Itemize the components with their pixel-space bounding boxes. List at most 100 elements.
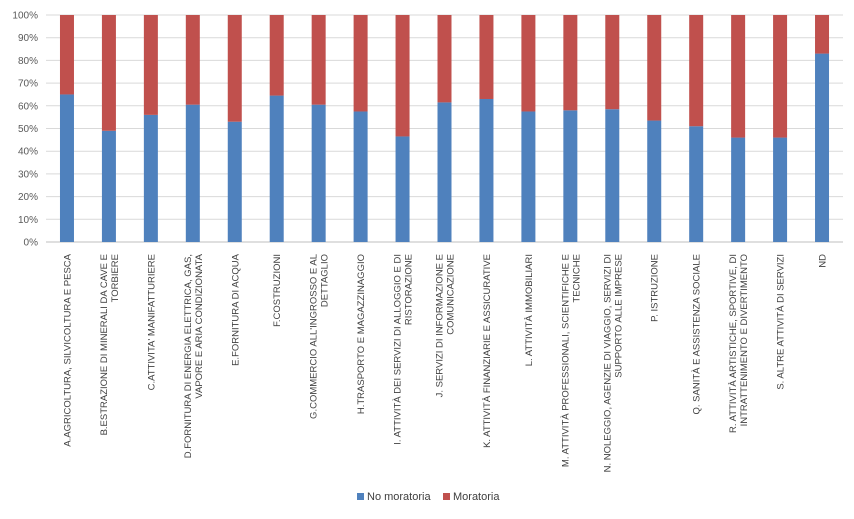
bar-moratoria xyxy=(395,15,410,137)
x-tick-label-line: E.FORNITURA DI ACQUA xyxy=(230,253,241,366)
bar-no-moratoria xyxy=(605,109,620,242)
y-tick-label: 100% xyxy=(12,11,38,22)
x-tick-label: E.FORNITURA DI ACQUA xyxy=(230,253,241,366)
y-tick-label: 90% xyxy=(18,33,38,44)
x-tick-label-line: VAPORE E ARIA CONDIZIONATA xyxy=(194,253,205,398)
x-tick-label: G.COMMERCIO ALL'INGROSSO E AL DETTAGLIO xyxy=(309,254,331,419)
legend-label-no-moratoria: No moratoria xyxy=(367,491,431,503)
x-tick-label-line: C.ATTIVITA' MANIFATTURIERE xyxy=(146,254,157,390)
x-tick-label-line: INTRATTENIMENTO E DIVERTIMENTO xyxy=(739,254,750,426)
bar-no-moratoria xyxy=(563,110,578,242)
x-tick-label: A.AGRICOLTURA, SILVICOLTURA E PESCA xyxy=(62,253,73,446)
bar-no-moratoria xyxy=(395,136,410,242)
x-tick-label: B.ESTRAZIONE DI MINERALI DA CAVE E TORBIE… xyxy=(99,254,121,435)
bar-moratoria xyxy=(59,15,74,95)
bar-moratoria xyxy=(185,15,200,105)
x-tick-label-line: R. ATTIVITÀ ARTISTICHE, SPORTIVE, DI xyxy=(728,254,739,433)
bar-moratoria xyxy=(605,15,620,110)
x-tick-label-line: F.COSTRUZIONI xyxy=(272,254,283,327)
bar-moratoria xyxy=(311,15,326,105)
x-tick-label-line: Q. SANITÀ E ASSISTENZA SOCIALE xyxy=(692,254,703,415)
x-tick-label-line: B.ESTRAZIONE DI MINERALI DA CAVE E xyxy=(99,254,110,435)
y-axis: 0% 10% 20% 30% 40% 50% 60% 70% 80% 90% 100% xyxy=(12,11,38,249)
bar-no-moratoria xyxy=(773,137,788,242)
y-tick-label: 60% xyxy=(18,101,38,112)
bar-no-moratoria xyxy=(143,114,158,242)
bar-no-moratoria xyxy=(227,121,242,242)
bar-no-moratoria xyxy=(479,98,494,243)
bar-moratoria xyxy=(101,15,116,131)
bar-moratoria xyxy=(731,15,746,138)
bar-moratoria xyxy=(353,15,368,112)
bar-moratoria xyxy=(815,15,830,54)
x-tick-label: D.FORNITURA DI ENERGIA ELETTRICA, GAS, VA… xyxy=(183,253,205,458)
x-tick-label-line: N. NOLEGGIO, AGENZIE DI VIAGGIO, SERVIZI… xyxy=(602,254,613,472)
bar-no-moratoria xyxy=(647,120,662,242)
bar-no-moratoria xyxy=(59,94,74,242)
x-tick-label: ND xyxy=(818,254,829,268)
y-tick-label: 10% xyxy=(18,215,38,226)
y-tick-label: 80% xyxy=(18,56,38,67)
x-tick-label: S. ALTRE ATTIVITÀ DI SERVIZI xyxy=(776,254,787,390)
x-tick-label-line: L. ATTIVITÀ IMMOBILIARI xyxy=(524,254,535,366)
x-tick-label-line: M. ATTIVITÀ PROFESSIONALI, SCIENTIFICHE … xyxy=(560,254,571,467)
bar-no-moratoria xyxy=(185,104,200,242)
x-tick-label-line: G.COMMERCIO ALL'INGROSSO E AL xyxy=(309,254,320,419)
bar-moratoria xyxy=(143,15,158,115)
bar-no-moratoria xyxy=(731,137,746,242)
x-axis: A.AGRICOLTURA, SILVICOLTURA E PESCA B.EST… xyxy=(62,253,828,472)
bar-no-moratoria xyxy=(815,53,830,243)
bar-moratoria xyxy=(563,15,578,111)
bar-no-moratoria xyxy=(521,111,536,242)
x-tick-label: Q. SANITÀ E ASSISTENZA SOCIALE xyxy=(692,254,703,415)
bar-moratoria xyxy=(773,15,788,138)
bar-no-moratoria xyxy=(311,104,326,242)
y-tick-label: 20% xyxy=(18,192,38,203)
bars xyxy=(59,15,830,243)
x-tick-label: J. SERVIZI DI INFORMAZIONE E COMUNICAZION… xyxy=(435,254,457,397)
x-tick-label-line: D.FORNITURA DI ENERGIA ELETTRICA, GAS, xyxy=(183,254,194,458)
x-tick-label-line: DETTAGLIO xyxy=(320,254,331,307)
x-tick-label: K. ATTIVITÀ FINANZIARIE E ASSICURATIVE xyxy=(482,254,493,448)
bar-no-moratoria xyxy=(689,126,704,242)
x-tick-label-line: P. ISTRUZIONE xyxy=(650,254,661,322)
x-tick-label-line: S. ALTRE ATTIVITÀ DI SERVIZI xyxy=(776,254,787,390)
legend-swatch-no-moratoria xyxy=(357,493,364,500)
legend-label-moratoria: Moratoria xyxy=(453,491,500,503)
y-tick-label: 50% xyxy=(18,124,38,135)
x-tick-label-line: H.TRASPORTO E MAGAZZINAGGIO xyxy=(356,254,367,414)
bar-no-moratoria xyxy=(353,111,368,242)
y-tick-label: 30% xyxy=(18,169,38,180)
bar-moratoria xyxy=(227,15,242,122)
bar-moratoria xyxy=(479,15,494,99)
x-tick-label: M. ATTIVITÀ PROFESSIONALI, SCIENTIFICHE … xyxy=(560,254,582,467)
x-tick-label-line: J. SERVIZI DI INFORMAZIONE E xyxy=(435,254,446,397)
x-tick-label-line: TECNICHE xyxy=(571,254,582,303)
x-tick-label: I. ATTIVITÀ DEI SERVIZI DI ALLOGGIO E DI… xyxy=(393,254,415,445)
bar-no-moratoria xyxy=(269,95,284,243)
x-tick-label: P. ISTRUZIONE xyxy=(650,254,661,322)
x-tick-label: N. NOLEGGIO, AGENZIE DI VIAGGIO, SERVIZI… xyxy=(602,254,624,472)
x-tick-label-line: I. ATTIVITÀ DEI SERVIZI DI ALLOGGIO E DI xyxy=(393,254,404,445)
bar-no-moratoria xyxy=(437,102,452,243)
bar-moratoria xyxy=(437,15,452,103)
legend: No moratoria Moratoria xyxy=(357,491,500,503)
y-tick-label: 70% xyxy=(18,79,38,90)
bar-moratoria xyxy=(521,15,536,112)
legend-swatch-moratoria xyxy=(443,493,450,500)
x-tick-label-line: RISTORAZIONE xyxy=(404,254,415,325)
bar-no-moratoria xyxy=(101,130,116,242)
x-tick-label: R. ATTIVITÀ ARTISTICHE, SPORTIVE, DI INTR… xyxy=(728,254,750,433)
bar-moratoria xyxy=(647,15,662,121)
x-tick-label: F.COSTRUZIONI xyxy=(272,254,283,327)
x-tick-label-line: K. ATTIVITÀ FINANZIARIE E ASSICURATIVE xyxy=(482,254,493,448)
x-tick-label-line: TORBIERE xyxy=(110,254,121,302)
x-tick-label-line: ND xyxy=(818,254,829,268)
bar-moratoria xyxy=(689,15,704,127)
x-tick-label: L. ATTIVITÀ IMMOBILIARI xyxy=(524,254,535,366)
x-tick-label-line: COMUNICAZIONE xyxy=(446,254,457,335)
x-tick-label: C.ATTIVITA' MANIFATTURIERE xyxy=(146,254,157,390)
x-tick-label-line: SUPPORTO ALLE IMPRESE xyxy=(613,254,624,378)
x-tick-label-line: A.AGRICOLTURA, SILVICOLTURA E PESCA xyxy=(62,253,73,446)
